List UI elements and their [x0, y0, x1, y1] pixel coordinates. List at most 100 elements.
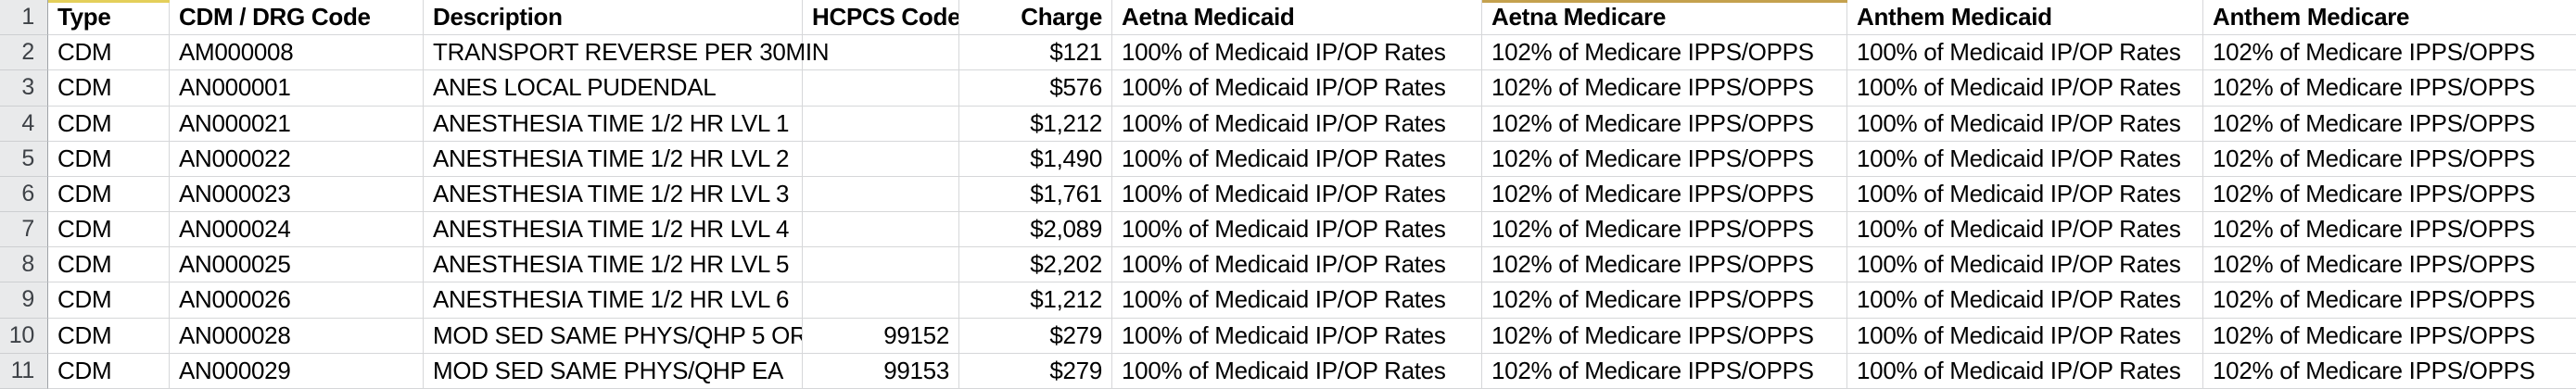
cell-aetna-medicare[interactable]: 102% of Medicare IPPS/OPPS [1482, 35, 1847, 71]
cell-description[interactable]: ANESTHESIA TIME 1/2 HR LVL 2 [424, 141, 803, 177]
row-number[interactable]: 8 [0, 247, 48, 283]
cell-aetna-medicaid[interactable]: 100% of Medicaid IP/OP Rates [1112, 70, 1482, 107]
cell-code[interactable]: AN000029 [170, 353, 424, 389]
cell-aetna-medicaid[interactable]: 100% of Medicaid IP/OP Rates [1112, 141, 1482, 177]
column-header-aetna-medicare[interactable]: Aetna Medicare [1482, 0, 1847, 36]
cell-type[interactable]: CDM [48, 176, 170, 213]
cell-anthem-medicare[interactable]: 102% of Medicare IPPS/OPPS [2203, 319, 2576, 354]
cell-aetna-medicaid[interactable]: 100% of Medicaid IP/OP Rates [1112, 318, 1482, 354]
column-header-anthem-medicaid[interactable]: Anthem Medicaid [1847, 0, 2203, 36]
cell-type[interactable]: CDM [48, 106, 170, 142]
cell-aetna-medicaid[interactable]: 100% of Medicaid IP/OP Rates [1112, 35, 1482, 71]
cell-description[interactable]: ANESTHESIA TIME 1/2 HR LVL 6 [424, 282, 803, 319]
cell-anthem-medicaid[interactable]: 100% of Medicaid IP/OP Rates [1847, 106, 2203, 142]
cell-anthem-medicare[interactable]: 102% of Medicare IPPS/OPPS [2203, 35, 2576, 71]
cell-hcpcs[interactable] [803, 212, 959, 248]
cell-charge[interactable]: $1,761 [959, 176, 1112, 213]
cell-type[interactable]: CDM [48, 353, 170, 389]
cell-code[interactable]: AN000022 [170, 141, 424, 177]
cell-charge[interactable]: $2,202 [959, 247, 1112, 283]
cell-anthem-medicaid[interactable]: 100% of Medicaid IP/OP Rates [1847, 282, 2203, 319]
cell-anthem-medicaid[interactable]: 100% of Medicaid IP/OP Rates [1847, 247, 2203, 283]
cell-charge[interactable]: $1,212 [959, 282, 1112, 319]
cell-aetna-medicaid[interactable]: 100% of Medicaid IP/OP Rates [1112, 247, 1482, 283]
column-header-anthem-medicare[interactable]: Anthem Medicare [2203, 0, 2576, 36]
cell-hcpcs[interactable] [803, 282, 959, 319]
cell-code[interactable]: AN000023 [170, 176, 424, 213]
row-number[interactable]: 2 [0, 35, 48, 71]
cell-aetna-medicare[interactable]: 102% of Medicare IPPS/OPPS [1482, 106, 1847, 142]
cell-charge[interactable]: $279 [959, 318, 1112, 354]
cell-anthem-medicare[interactable]: 102% of Medicare IPPS/OPPS [2203, 70, 2576, 107]
cell-anthem-medicare[interactable]: 102% of Medicare IPPS/OPPS [2203, 142, 2576, 177]
cell-description[interactable]: TRANSPORT REVERSE PER 30MIN [424, 35, 830, 71]
cell-hcpcs[interactable] [803, 106, 959, 142]
cell-aetna-medicaid[interactable]: 100% of Medicaid IP/OP Rates [1112, 282, 1482, 319]
cell-anthem-medicaid[interactable]: 100% of Medicaid IP/OP Rates [1847, 176, 2203, 213]
cell-aetna-medicare[interactable]: 102% of Medicare IPPS/OPPS [1482, 176, 1847, 213]
cell-charge[interactable]: $279 [959, 353, 1112, 389]
cell-code[interactable]: AN000021 [170, 106, 424, 142]
cell-description[interactable]: ANESTHESIA TIME 1/2 HR LVL 3 [424, 176, 803, 213]
column-header-aetna-medicaid[interactable]: Aetna Medicaid [1112, 0, 1482, 36]
cell-type[interactable]: CDM [48, 35, 170, 71]
cell-anthem-medicare[interactable]: 102% of Medicare IPPS/OPPS [2203, 177, 2576, 213]
cell-aetna-medicaid[interactable]: 100% of Medicaid IP/OP Rates [1112, 176, 1482, 213]
cell-anthem-medicare[interactable]: 102% of Medicare IPPS/OPPS [2203, 212, 2576, 248]
row-number[interactable]: 7 [0, 212, 48, 248]
cell-charge[interactable]: $2,089 [959, 212, 1112, 248]
cell-aetna-medicare[interactable]: 102% of Medicare IPPS/OPPS [1482, 247, 1847, 283]
cell-hcpcs[interactable] [803, 247, 959, 283]
cell-anthem-medicare[interactable]: 102% of Medicare IPPS/OPPS [2203, 282, 2576, 319]
cell-type[interactable]: CDM [48, 282, 170, 319]
cell-type[interactable]: CDM [48, 212, 170, 248]
row-number[interactable]: 1 [0, 0, 48, 36]
cell-aetna-medicare[interactable]: 102% of Medicare IPPS/OPPS [1482, 212, 1847, 248]
cell-type[interactable]: CDM [48, 247, 170, 283]
cell-aetna-medicaid[interactable]: 100% of Medicaid IP/OP Rates [1112, 353, 1482, 389]
cell-aetna-medicare[interactable]: 102% of Medicare IPPS/OPPS [1482, 141, 1847, 177]
cell-hcpcs[interactable] [803, 141, 959, 177]
cell-description[interactable]: ANESTHESIA TIME 1/2 HR LVL 5 [424, 247, 803, 283]
cell-anthem-medicaid[interactable]: 100% of Medicaid IP/OP Rates [1847, 212, 2203, 248]
cell-aetna-medicare[interactable]: 102% of Medicare IPPS/OPPS [1482, 282, 1847, 319]
row-number[interactable]: 3 [0, 70, 48, 107]
cell-anthem-medicare[interactable]: 102% of Medicare IPPS/OPPS [2203, 107, 2576, 142]
cell-code[interactable]: AN000001 [170, 70, 424, 107]
cell-anthem-medicare[interactable]: 102% of Medicare IPPS/OPPS [2203, 247, 2576, 283]
column-header-type[interactable]: Type [48, 0, 170, 36]
cell-type[interactable]: CDM [48, 70, 170, 107]
column-header-hcpcs[interactable]: HCPCS Code [803, 0, 959, 36]
cell-anthem-medicaid[interactable]: 100% of Medicaid IP/OP Rates [1847, 318, 2203, 354]
column-header-charge[interactable]: Charge [959, 0, 1112, 36]
row-number[interactable]: 6 [0, 176, 48, 213]
cell-type[interactable]: CDM [48, 318, 170, 354]
cell-aetna-medicaid[interactable]: 100% of Medicaid IP/OP Rates [1112, 212, 1482, 248]
row-number[interactable]: 9 [0, 282, 48, 319]
cell-hcpcs[interactable] [803, 176, 959, 213]
cell-anthem-medicaid[interactable]: 100% of Medicaid IP/OP Rates [1847, 70, 2203, 107]
cell-type[interactable]: CDM [48, 141, 170, 177]
cell-hcpcs[interactable] [803, 35, 959, 71]
row-number[interactable]: 10 [0, 318, 48, 354]
cell-code[interactable]: AM000008 [170, 35, 424, 71]
cell-code[interactable]: AN000028 [170, 318, 424, 354]
cell-hcpcs[interactable] [803, 70, 959, 107]
row-number[interactable]: 4 [0, 106, 48, 142]
column-header-description[interactable]: Description [424, 0, 803, 36]
cell-description[interactable]: ANESTHESIA TIME 1/2 HR LVL 4 [424, 212, 803, 248]
cell-aetna-medicaid[interactable]: 100% of Medicaid IP/OP Rates [1112, 106, 1482, 142]
cell-description[interactable]: ANES LOCAL PUDENDAL [424, 70, 803, 107]
cell-anthem-medicaid[interactable]: 100% of Medicaid IP/OP Rates [1847, 35, 2203, 71]
cell-hcpcs[interactable]: 99152 [803, 318, 959, 354]
cell-anthem-medicare[interactable]: 102% of Medicare IPPS/OPPS [2203, 354, 2576, 389]
cell-aetna-medicare[interactable]: 102% of Medicare IPPS/OPPS [1482, 318, 1847, 354]
cell-description[interactable]: MOD SED SAME PHYS/QHP EA [424, 353, 803, 389]
cell-code[interactable]: AN000025 [170, 247, 424, 283]
cell-charge[interactable]: $1,490 [959, 141, 1112, 177]
cell-description[interactable]: MOD SED SAME PHYS/QHP 5 OR O [424, 318, 803, 354]
cell-charge[interactable]: $121 [959, 35, 1112, 71]
cell-hcpcs[interactable]: 99153 [803, 353, 959, 389]
cell-anthem-medicaid[interactable]: 100% of Medicaid IP/OP Rates [1847, 141, 2203, 177]
cell-description[interactable]: ANESTHESIA TIME 1/2 HR LVL 1 [424, 106, 803, 142]
